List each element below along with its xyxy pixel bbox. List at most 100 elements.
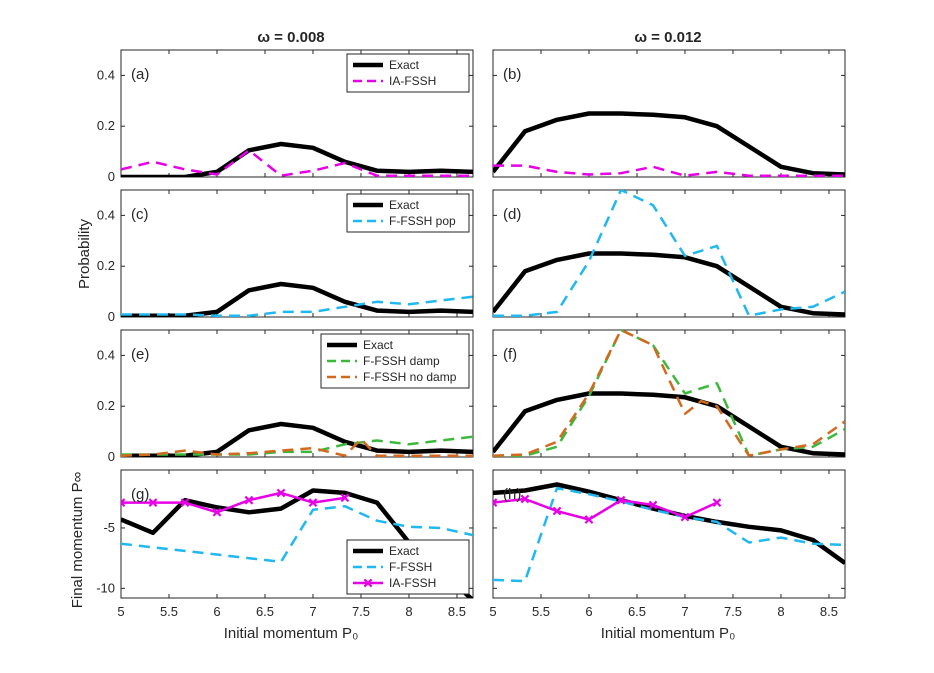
panel-h: 5 5.5 6 6.5 7 7.5 8 8.5 (h)	[489, 469, 846, 619]
y-tick-label: 0	[108, 449, 115, 464]
data-point-marker	[520, 494, 530, 504]
x-tick-label: 7	[309, 604, 316, 619]
series-group	[121, 421, 473, 457]
series-group	[493, 111, 845, 177]
panel-label: (g)	[131, 486, 149, 503]
panel-d: (d)	[492, 189, 846, 318]
data-point-marker	[212, 507, 222, 517]
series-line-iamark	[493, 497, 718, 521]
y-axis-label-probability: Probability	[76, 218, 93, 289]
x-tick-label: 5	[489, 604, 496, 619]
series-group	[493, 190, 845, 317]
legend-marker	[363, 578, 373, 588]
legend-label: Exact	[389, 58, 420, 72]
legend: Exact F-FSSH pop	[346, 193, 470, 233]
panel-label: (c)	[131, 206, 149, 223]
series-line-damp	[121, 435, 473, 456]
column-title-left: ω = 0.008	[257, 29, 324, 46]
legend-label: Exact	[389, 544, 420, 558]
series-line-iamark	[121, 491, 346, 514]
data-point-marker	[308, 498, 318, 507]
series-group	[493, 482, 845, 583]
series-line-ffssh	[121, 504, 473, 564]
data-point-marker	[584, 515, 594, 524]
series-line-exact	[493, 111, 845, 177]
series-group	[121, 281, 473, 317]
y-tick-label: -5	[103, 520, 115, 535]
data-point-marker	[148, 498, 158, 507]
series-line-exact	[121, 141, 473, 177]
panel-label: (h)	[503, 486, 521, 503]
legend-label: Exact	[363, 338, 394, 352]
panel-label: (f)	[503, 346, 517, 363]
legend-label: F-FSSH pop	[389, 214, 456, 228]
data-point-marker	[712, 498, 722, 507]
series-line-ffssh	[121, 295, 473, 317]
series-line-iafssh	[493, 164, 845, 177]
x-tick-label: 7.5	[352, 604, 370, 619]
x-tick-label: 8	[777, 604, 784, 619]
y-tick-label: -10	[96, 580, 115, 595]
y-tick-label: 0	[108, 169, 115, 184]
data-point-marker	[244, 495, 254, 505]
panel-label: (a)	[131, 66, 149, 83]
series-group	[121, 141, 473, 177]
axes-box	[492, 329, 846, 458]
data-point-marker	[648, 500, 658, 510]
y-tick-label: 0.4	[97, 67, 115, 82]
series-line-iafssh	[121, 149, 473, 177]
series-line-nodamp	[121, 437, 473, 457]
data-point-marker	[552, 506, 562, 516]
panel-label: (e)	[131, 346, 149, 363]
data-point-marker	[680, 512, 690, 522]
data-point-marker	[340, 493, 350, 503]
panel-g: -10 -5 5 5.5 6 6.5 7 7.5 8 8.5 (g) Exact F-FSSH IA-FS…	[96, 469, 474, 619]
y-tick-label: 0	[108, 309, 115, 324]
series-line-exact	[493, 251, 845, 317]
legend: Exact F-FSSH damp F-FSSH no damp	[320, 333, 470, 389]
series-group	[493, 330, 845, 457]
x-tick-label: 5.5	[532, 604, 550, 619]
y-tick-label: 0.4	[97, 347, 115, 362]
y-tick-label: 0.4	[97, 207, 115, 222]
x-axis-label-left: Initial momentum P₀	[224, 625, 359, 642]
legend-label: Exact	[389, 198, 420, 212]
y-tick-label: 0.2	[97, 118, 115, 133]
legend-box	[346, 193, 470, 233]
data-point-marker	[616, 495, 626, 505]
legend-label: IA-FSSH	[389, 74, 436, 88]
panel-label: (b)	[503, 66, 521, 83]
data-point-marker	[493, 498, 498, 507]
legend-label: F-FSSH damp	[363, 354, 440, 368]
y-tick-label: 0.2	[97, 258, 115, 273]
legend-label: F-FSSH no damp	[363, 370, 457, 384]
data-point-marker	[276, 488, 286, 498]
panel-f: (f)	[492, 329, 846, 458]
legend: Exact F-FSSH IA-FSSH	[346, 539, 470, 595]
x-tick-label: 6.5	[628, 604, 646, 619]
x-tick-label: 8.5	[820, 604, 838, 619]
panel-c: 0 0.2 0.4 (c) Exact F-FSSH pop	[97, 189, 474, 324]
x-tick-label: 7.5	[724, 604, 742, 619]
panel-label: (d)	[503, 206, 521, 223]
x-tick-label: 5	[117, 604, 124, 619]
series-line-nodamp	[493, 330, 845, 457]
x-tick-label: 8	[405, 604, 412, 619]
data-point-marker	[121, 498, 126, 507]
axes-box	[492, 49, 846, 178]
x-tick-label: 8.5	[448, 604, 466, 619]
panel-b: (b)	[492, 49, 846, 178]
x-tick-label: 6	[213, 604, 220, 619]
legend-box	[346, 53, 470, 93]
legend-label: IA-FSSH	[389, 576, 436, 590]
panel-a: 0 0.2 0.4 (a) Exact IA-FSSH	[97, 49, 474, 184]
x-tick-label: 5.5	[160, 604, 178, 619]
panel-e: 0 0.2 0.4 (e) Exact F-FSSH damp F-FSSH no damp	[97, 329, 474, 464]
x-tick-label: 6	[585, 604, 592, 619]
column-title-right: ω = 0.012	[634, 29, 701, 46]
series-line-ffssh	[493, 486, 845, 583]
x-axis-label-right: Initial momentum P₀	[601, 625, 736, 642]
panels-layer: 0 0.2 0.4 (a) Exact IA-FSSH (b) 0 0.2 0.4 (c) Exact…	[96, 49, 846, 619]
series-line-ffssh	[493, 190, 845, 317]
legend-label: F-FSSH	[389, 560, 432, 574]
